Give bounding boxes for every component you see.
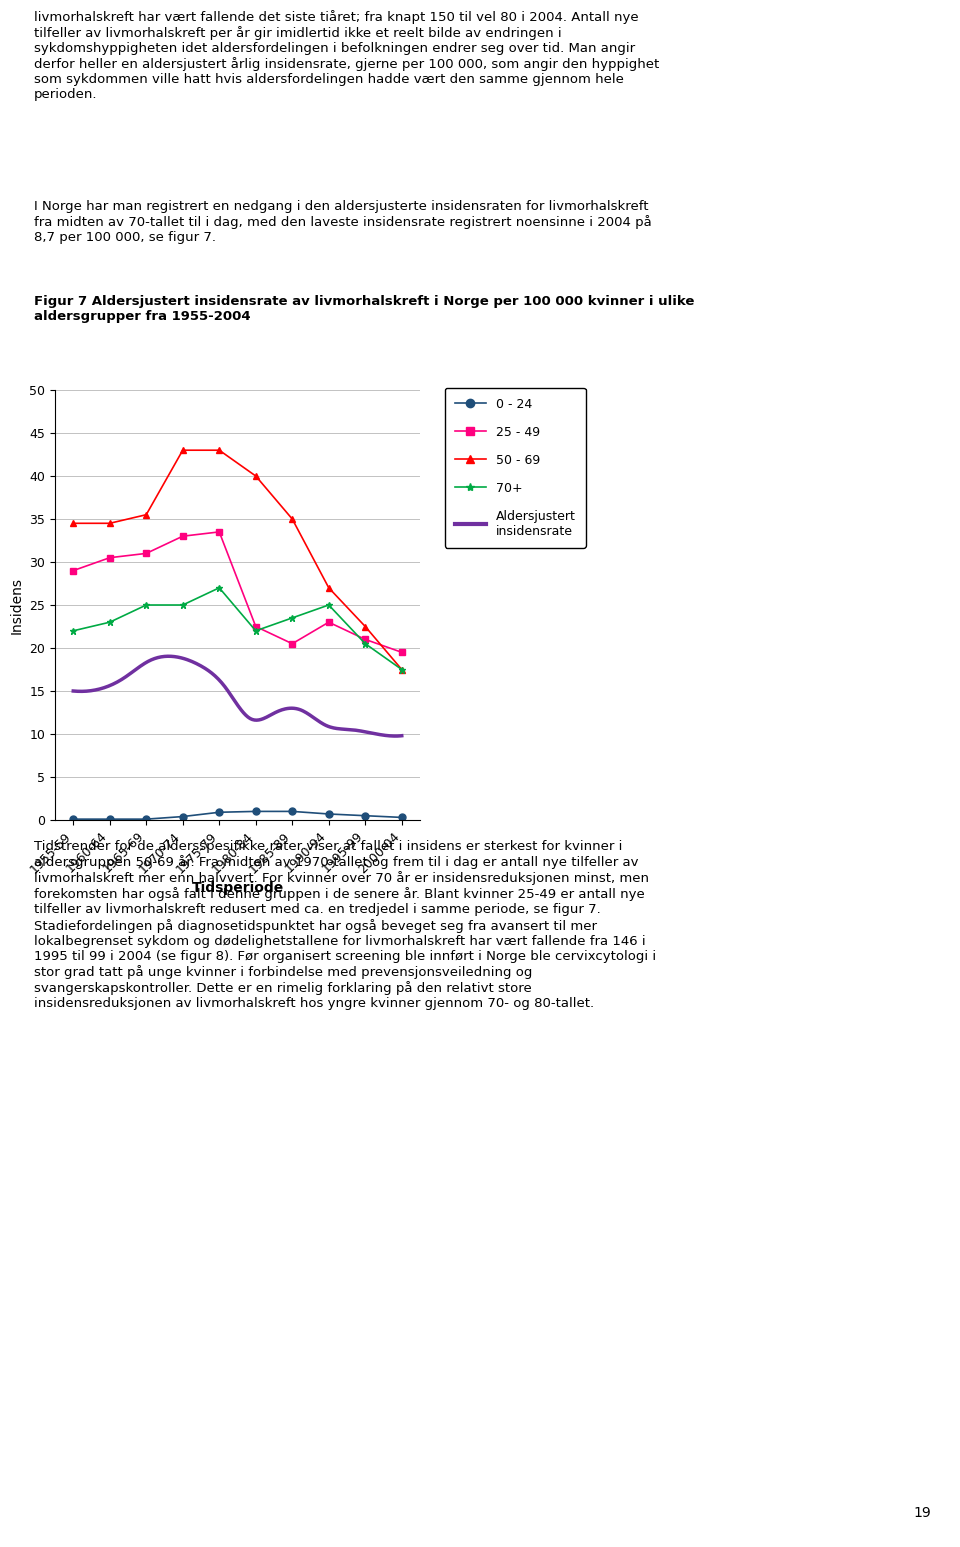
- 25 - 49: [177, 528, 188, 546]
- 0 - 24: [140, 811, 152, 829]
- Line: 50 - 69: 50 - 69: [70, 447, 405, 673]
- Line: 70+: 70+: [70, 585, 405, 673]
- 25 - 49: [67, 562, 79, 580]
- 50 - 69: [213, 441, 225, 459]
- 70+: [213, 579, 225, 597]
- 0 - 24: [323, 804, 334, 823]
- 0 - 24: [104, 811, 115, 829]
- 70+: [177, 596, 188, 614]
- Legend: 0 - 24, 25 - 49, 50 - 69, 70+, Aldersjustert
insidensrate: 0 - 24, 25 - 49, 50 - 69, 70+, Aldersjus…: [444, 388, 586, 548]
- 70+: [323, 596, 334, 614]
- 25 - 49: [140, 545, 152, 563]
- 0 - 24: [250, 801, 261, 820]
- Aldersjustert
insidensrate: [67, 682, 79, 701]
- 25 - 49: [250, 617, 261, 636]
- Aldersjustert
insidensrate: [270, 704, 281, 722]
- 50 - 69: [104, 514, 115, 532]
- 25 - 49: [104, 549, 115, 568]
- 70+: [104, 613, 115, 631]
- 25 - 49: [359, 630, 371, 648]
- 50 - 69: [396, 661, 407, 679]
- 0 - 24: [359, 806, 371, 825]
- 70+: [396, 661, 407, 679]
- 70+: [67, 622, 79, 640]
- 50 - 69: [250, 467, 261, 486]
- 50 - 69: [286, 509, 298, 528]
- 25 - 49: [396, 644, 407, 662]
- Line: 0 - 24: 0 - 24: [70, 808, 405, 823]
- 50 - 69: [323, 579, 334, 597]
- 70+: [359, 634, 371, 653]
- Aldersjustert
insidensrate: [263, 707, 275, 726]
- Text: livmorhalskreft har vært fallende det siste tiåret; fra knapt 150 til vel 80 i 2: livmorhalskreft har vært fallende det si…: [34, 9, 659, 101]
- 50 - 69: [140, 506, 152, 524]
- Text: Tidstrender for de aldersspesifikke rater viser at fallet i insidens er sterkest: Tidstrender for de aldersspesifikke rate…: [34, 840, 656, 1010]
- Aldersjustert
insidensrate: [367, 724, 378, 743]
- Line: 25 - 49: 25 - 49: [70, 529, 405, 656]
- 70+: [140, 596, 152, 614]
- 0 - 24: [396, 808, 407, 826]
- Y-axis label: Insidens: Insidens: [10, 577, 24, 634]
- Aldersjustert
insidensrate: [264, 705, 276, 724]
- 0 - 24: [67, 811, 79, 829]
- Text: Figur 7 Aldersjustert insidensrate av livmorhalskreft i Norge per 100 000 kvinne: Figur 7 Aldersjustert insidensrate av li…: [34, 295, 694, 323]
- Line: Aldersjustert
insidensrate: Aldersjustert insidensrate: [73, 656, 401, 736]
- X-axis label: Tidsperiode: Tidsperiode: [191, 882, 283, 896]
- 25 - 49: [213, 523, 225, 541]
- 0 - 24: [286, 801, 298, 820]
- Text: 19: 19: [914, 1505, 931, 1521]
- 50 - 69: [67, 514, 79, 532]
- Aldersjustert
insidensrate: [163, 647, 175, 665]
- Aldersjustert
insidensrate: [396, 727, 407, 746]
- 70+: [250, 622, 261, 640]
- Aldersjustert
insidensrate: [390, 727, 401, 746]
- 50 - 69: [177, 441, 188, 459]
- Aldersjustert
insidensrate: [68, 682, 80, 701]
- 0 - 24: [177, 808, 188, 826]
- 0 - 24: [213, 803, 225, 821]
- 25 - 49: [286, 634, 298, 653]
- 70+: [286, 608, 298, 627]
- Text: I Norge har man registrert en nedgang i den aldersjusterte insidensraten for liv: I Norge har man registrert en nedgang i …: [34, 200, 651, 244]
- 50 - 69: [359, 617, 371, 636]
- Aldersjustert
insidensrate: [346, 721, 357, 739]
- 25 - 49: [323, 613, 334, 631]
